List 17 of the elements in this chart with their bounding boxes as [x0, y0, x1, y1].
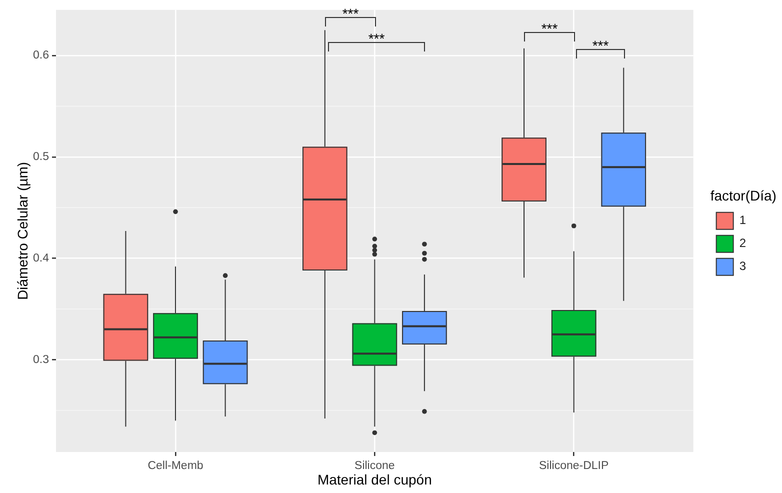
x-tick-label: Silicone: [354, 460, 395, 472]
y-tick-label: 0.3: [33, 354, 49, 366]
legend-label: 3: [739, 259, 746, 274]
y-tick-label: 0.4: [33, 252, 50, 264]
y-axis-title: Diámetro Celular (µm): [14, 162, 30, 300]
annotation: ***: [592, 38, 610, 54]
legend-label: 1: [739, 213, 746, 228]
y-tick-label: 0.6: [33, 50, 49, 62]
annotation: ***: [368, 30, 386, 46]
annotation: ***: [541, 20, 558, 36]
x-axis-title: Material del cupón: [317, 471, 432, 488]
x-tick-label: Cell-Memb: [148, 460, 204, 472]
y-tick-label: 0.5: [33, 151, 49, 164]
annotation: ***: [342, 6, 360, 22]
x-tick-label: Silicone-DLIP: [538, 460, 609, 472]
legend-title: factor(Día): [710, 187, 776, 204]
legend-label: 2: [739, 236, 746, 250]
